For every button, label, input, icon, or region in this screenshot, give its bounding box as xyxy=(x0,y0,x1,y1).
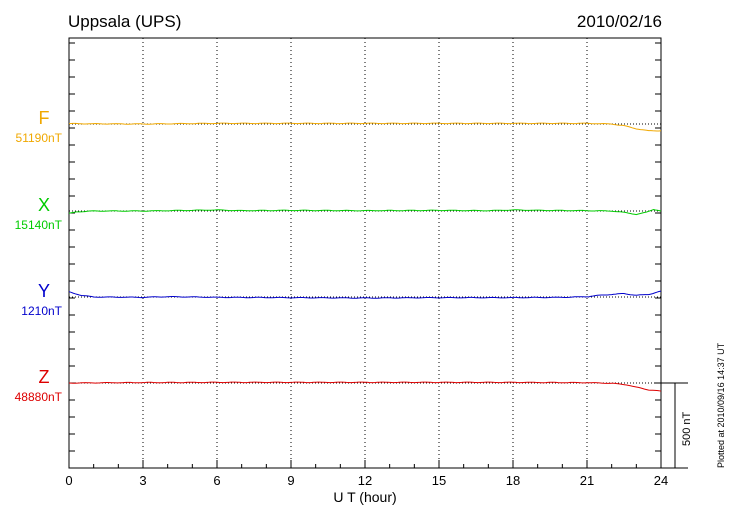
x-tick-label: 24 xyxy=(653,473,669,488)
x-tick-label: 21 xyxy=(579,473,595,488)
series-line-y xyxy=(68,290,662,299)
series-label-x: X xyxy=(37,195,50,215)
x-tick-label: 12 xyxy=(357,473,373,488)
series-label-z: Z xyxy=(38,367,50,387)
series-label-y: Y xyxy=(37,281,50,301)
x-tick-label: 6 xyxy=(213,473,221,488)
series-line-f xyxy=(68,122,662,132)
baseline-label-x: 15140nT xyxy=(14,218,62,232)
series-label-f: F xyxy=(38,108,50,128)
x-tick-label: 9 xyxy=(287,473,295,488)
x-tick-label: 18 xyxy=(505,473,521,488)
baseline-label-y: 1210nT xyxy=(21,304,62,318)
x-tick-label: 0 xyxy=(65,473,73,488)
x-tick-label: 3 xyxy=(139,473,147,488)
baseline-label-z: 48880nT xyxy=(14,390,62,404)
series-line-x xyxy=(68,208,662,216)
series-line-z xyxy=(68,381,662,392)
baseline-label-f: 51190nT xyxy=(15,131,62,145)
x-tick-label: 15 xyxy=(431,473,447,488)
scale-bar-label: 500 nT xyxy=(681,411,693,446)
x-axis-label: U T (hour) xyxy=(333,489,397,505)
plotted-timestamp: Plotted at 2010/09/16 14:37 UT xyxy=(716,342,726,468)
chart-date: 2010/02/16 xyxy=(576,12,662,31)
chart-title: Uppsala (UPS) xyxy=(68,12,182,31)
